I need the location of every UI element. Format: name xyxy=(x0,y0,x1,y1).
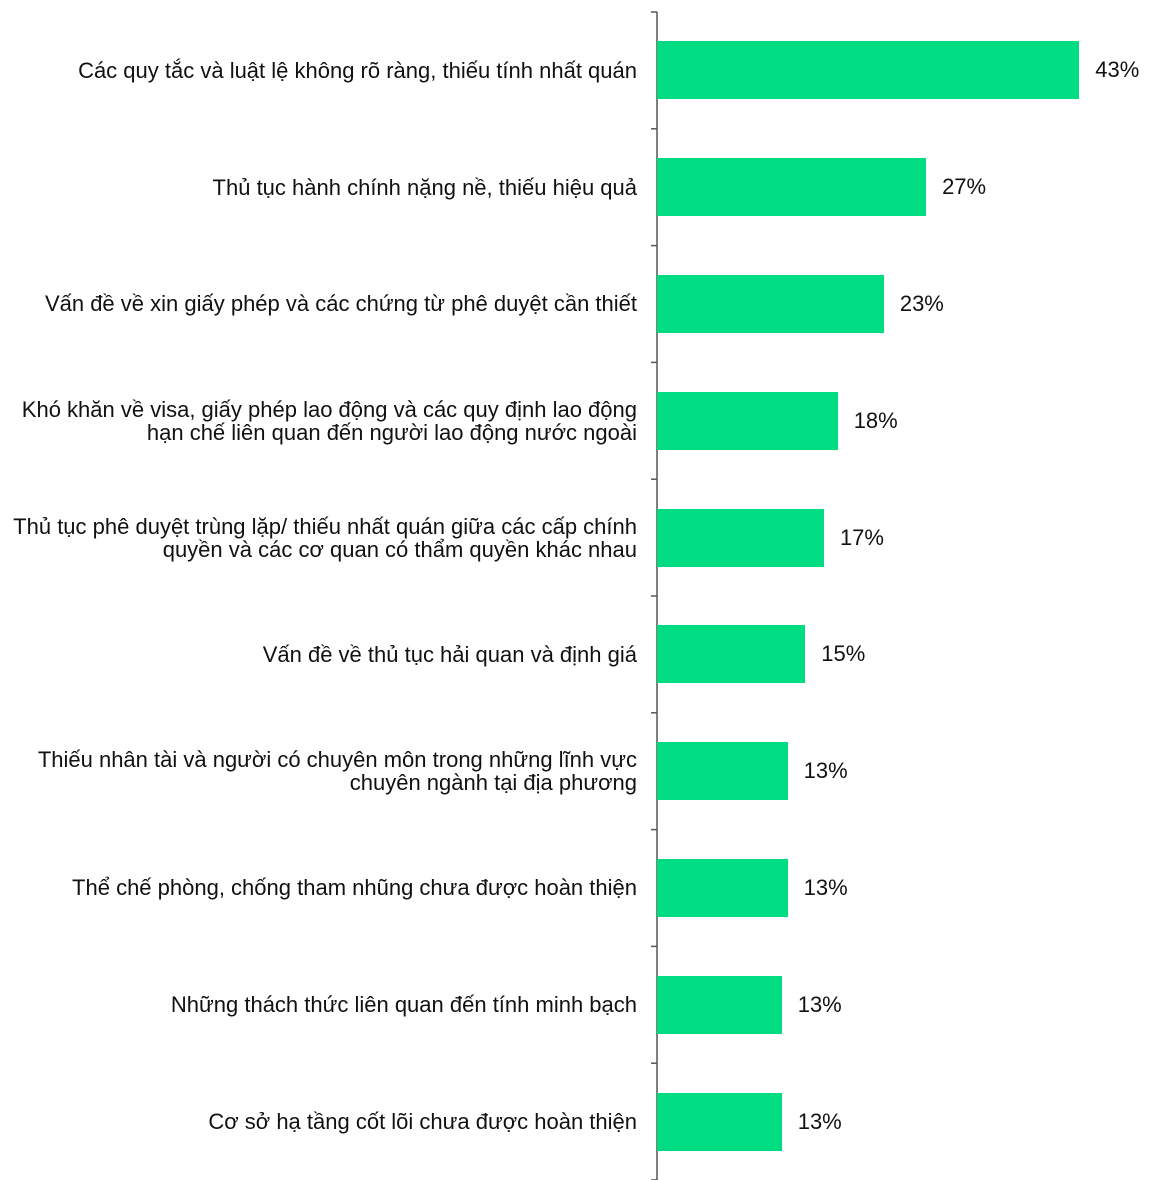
bar xyxy=(657,391,838,450)
bar xyxy=(657,625,806,684)
value-label: 17% xyxy=(839,524,884,550)
category-label: Vấn đề về xin giấy phép và các chứng từ … xyxy=(44,291,637,317)
bar xyxy=(657,158,927,217)
category-label: Thủ tục phê duyệt trùng lặp/ thiếu nhất … xyxy=(13,513,637,562)
value-label: 15% xyxy=(821,641,866,667)
value-label: 13% xyxy=(797,991,842,1017)
category-label: Cơ sở hạ tầng cốt lõi chưa được hoàn thi… xyxy=(208,1109,637,1135)
bar xyxy=(657,975,782,1034)
value-label: 13% xyxy=(803,875,848,900)
bar xyxy=(657,508,824,567)
category-label: Khó khăn về visa, giấy phép lao động và … xyxy=(21,396,637,445)
category-label: Những thách thức liên quan đến tính minh… xyxy=(170,992,637,1018)
bar xyxy=(657,41,1080,100)
bar xyxy=(657,275,884,333)
category-label: Thể chế phòng, chống tham nhũng chưa đượ… xyxy=(72,875,637,901)
value-label: 23% xyxy=(899,291,944,316)
category-label: Thiếu nhân tài và người có chuyên môn tr… xyxy=(37,747,637,796)
value-label: 27% xyxy=(942,174,987,200)
value-label: 18% xyxy=(853,407,898,433)
category-label: Thủ tục hành chính nặng nề, thiếu hiệu q… xyxy=(212,174,637,200)
bar xyxy=(657,1092,782,1151)
bar xyxy=(657,859,788,917)
value-label: 43% xyxy=(1095,57,1140,83)
bar xyxy=(657,742,788,801)
category-label: Vấn đề về thủ tục hải quan và định giá xyxy=(262,641,637,667)
value-label: 13% xyxy=(803,758,848,784)
value-label: 13% xyxy=(797,1108,842,1134)
category-label: Các quy tắc và luật lệ không rõ ràng, th… xyxy=(78,57,637,83)
